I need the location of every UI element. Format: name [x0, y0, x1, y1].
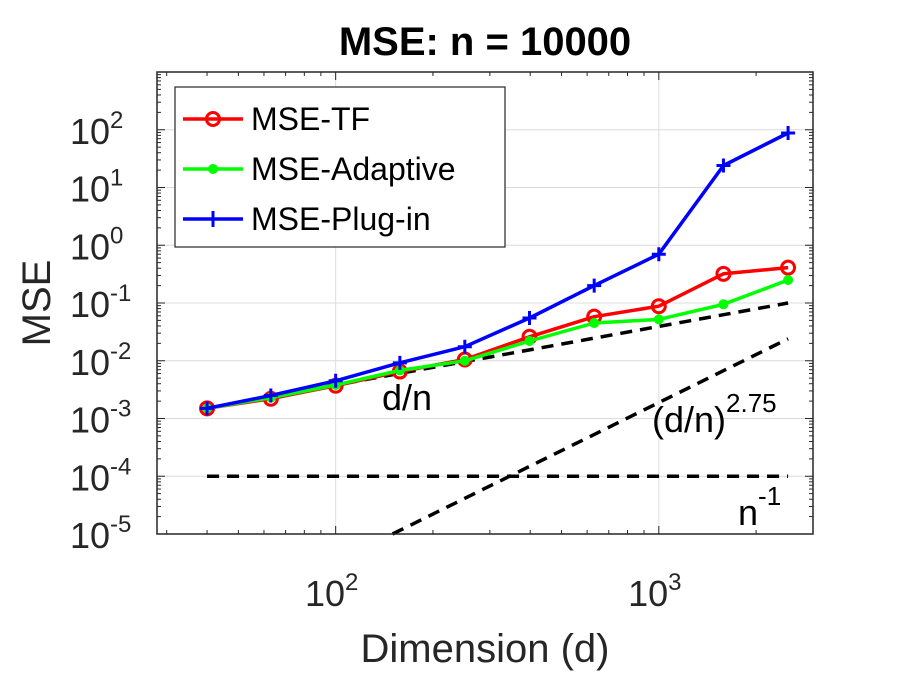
data-point: [781, 125, 796, 140]
data-point: [651, 247, 666, 262]
legend: MSE-TF MSE-Adaptive MSE-Plug-in: [174, 86, 506, 248]
y-tick-label: 101: [70, 165, 123, 210]
data-point: [715, 265, 732, 282]
annotation-n-inverse: n-1: [738, 481, 781, 533]
y-axis-label: MSE: [15, 260, 59, 347]
legend-label-mse-adaptive: MSE-Adaptive: [251, 151, 456, 187]
legend-marker-circle-icon: [205, 111, 221, 127]
x-tick-label: 102: [305, 569, 358, 614]
annotation-n-inverse-exp: -1: [758, 481, 781, 511]
data-point: [459, 355, 470, 366]
y-tick-label: 102: [70, 107, 123, 152]
reference-line-d-over-n-power: [391, 337, 789, 536]
reference-lines: [206, 301, 789, 536]
data-point: [524, 335, 535, 346]
y-tick-label: 10-3: [70, 396, 131, 441]
y-tick-label: 10-4: [70, 453, 131, 498]
y-tick-label: 10-1: [70, 280, 131, 325]
x-axis-tick-labels: 102 103: [305, 569, 682, 614]
data-point: [394, 365, 405, 376]
data-point: [328, 373, 343, 388]
series-mse-adaptive: [202, 275, 794, 414]
data-point: [780, 259, 797, 276]
x-tick-label: 103: [628, 569, 681, 614]
series-mse-plug-in: [200, 125, 796, 416]
data-point: [716, 158, 731, 173]
y-tick-label: 10-2: [70, 338, 131, 383]
series-line: [206, 131, 789, 411]
legend-entry-mse-tf: MSE-TF: [183, 101, 370, 137]
annotation-d-over-n-power-exp: 2.75: [726, 388, 777, 418]
data-point: [783, 275, 794, 286]
data-point: [392, 355, 407, 370]
data-series: [199, 125, 797, 417]
y-tick-label: 10-5: [70, 511, 131, 556]
data-point: [653, 314, 664, 325]
annotation-d-over-n-power: (d/n)2.75: [652, 388, 777, 440]
annotation-n-inverse-base: n: [738, 492, 758, 533]
data-point: [718, 299, 729, 310]
legend-marker-dot-icon: [208, 164, 218, 174]
y-tick-label: 100: [70, 222, 123, 267]
data-point: [589, 318, 600, 329]
annotation-d-over-n: d/n: [382, 377, 432, 418]
data-point: [522, 310, 537, 325]
legend-label-mse-plug-in: MSE-Plug-in: [251, 201, 431, 237]
annotation-d-over-n-power-base: (d/n): [652, 399, 726, 440]
data-point: [457, 339, 472, 354]
x-axis-label: Dimension (d): [361, 627, 610, 671]
chart-title: MSE: n = 10000: [339, 20, 631, 64]
data-point: [263, 388, 278, 403]
data-point: [587, 278, 602, 293]
legend-label-mse-tf: MSE-TF: [251, 101, 370, 137]
legend-entry-mse-adaptive: MSE-Adaptive: [183, 151, 456, 187]
legend-marker-plus-icon: [205, 211, 221, 227]
legend-entry-mse-plug-in: MSE-Plug-in: [183, 201, 431, 237]
series-line: [206, 278, 789, 411]
y-axis-tick-labels: 10-5 10-4 10-3 10-2 10-1 100 101 102: [70, 107, 131, 556]
data-point: [200, 401, 215, 416]
data-point: [650, 298, 667, 315]
